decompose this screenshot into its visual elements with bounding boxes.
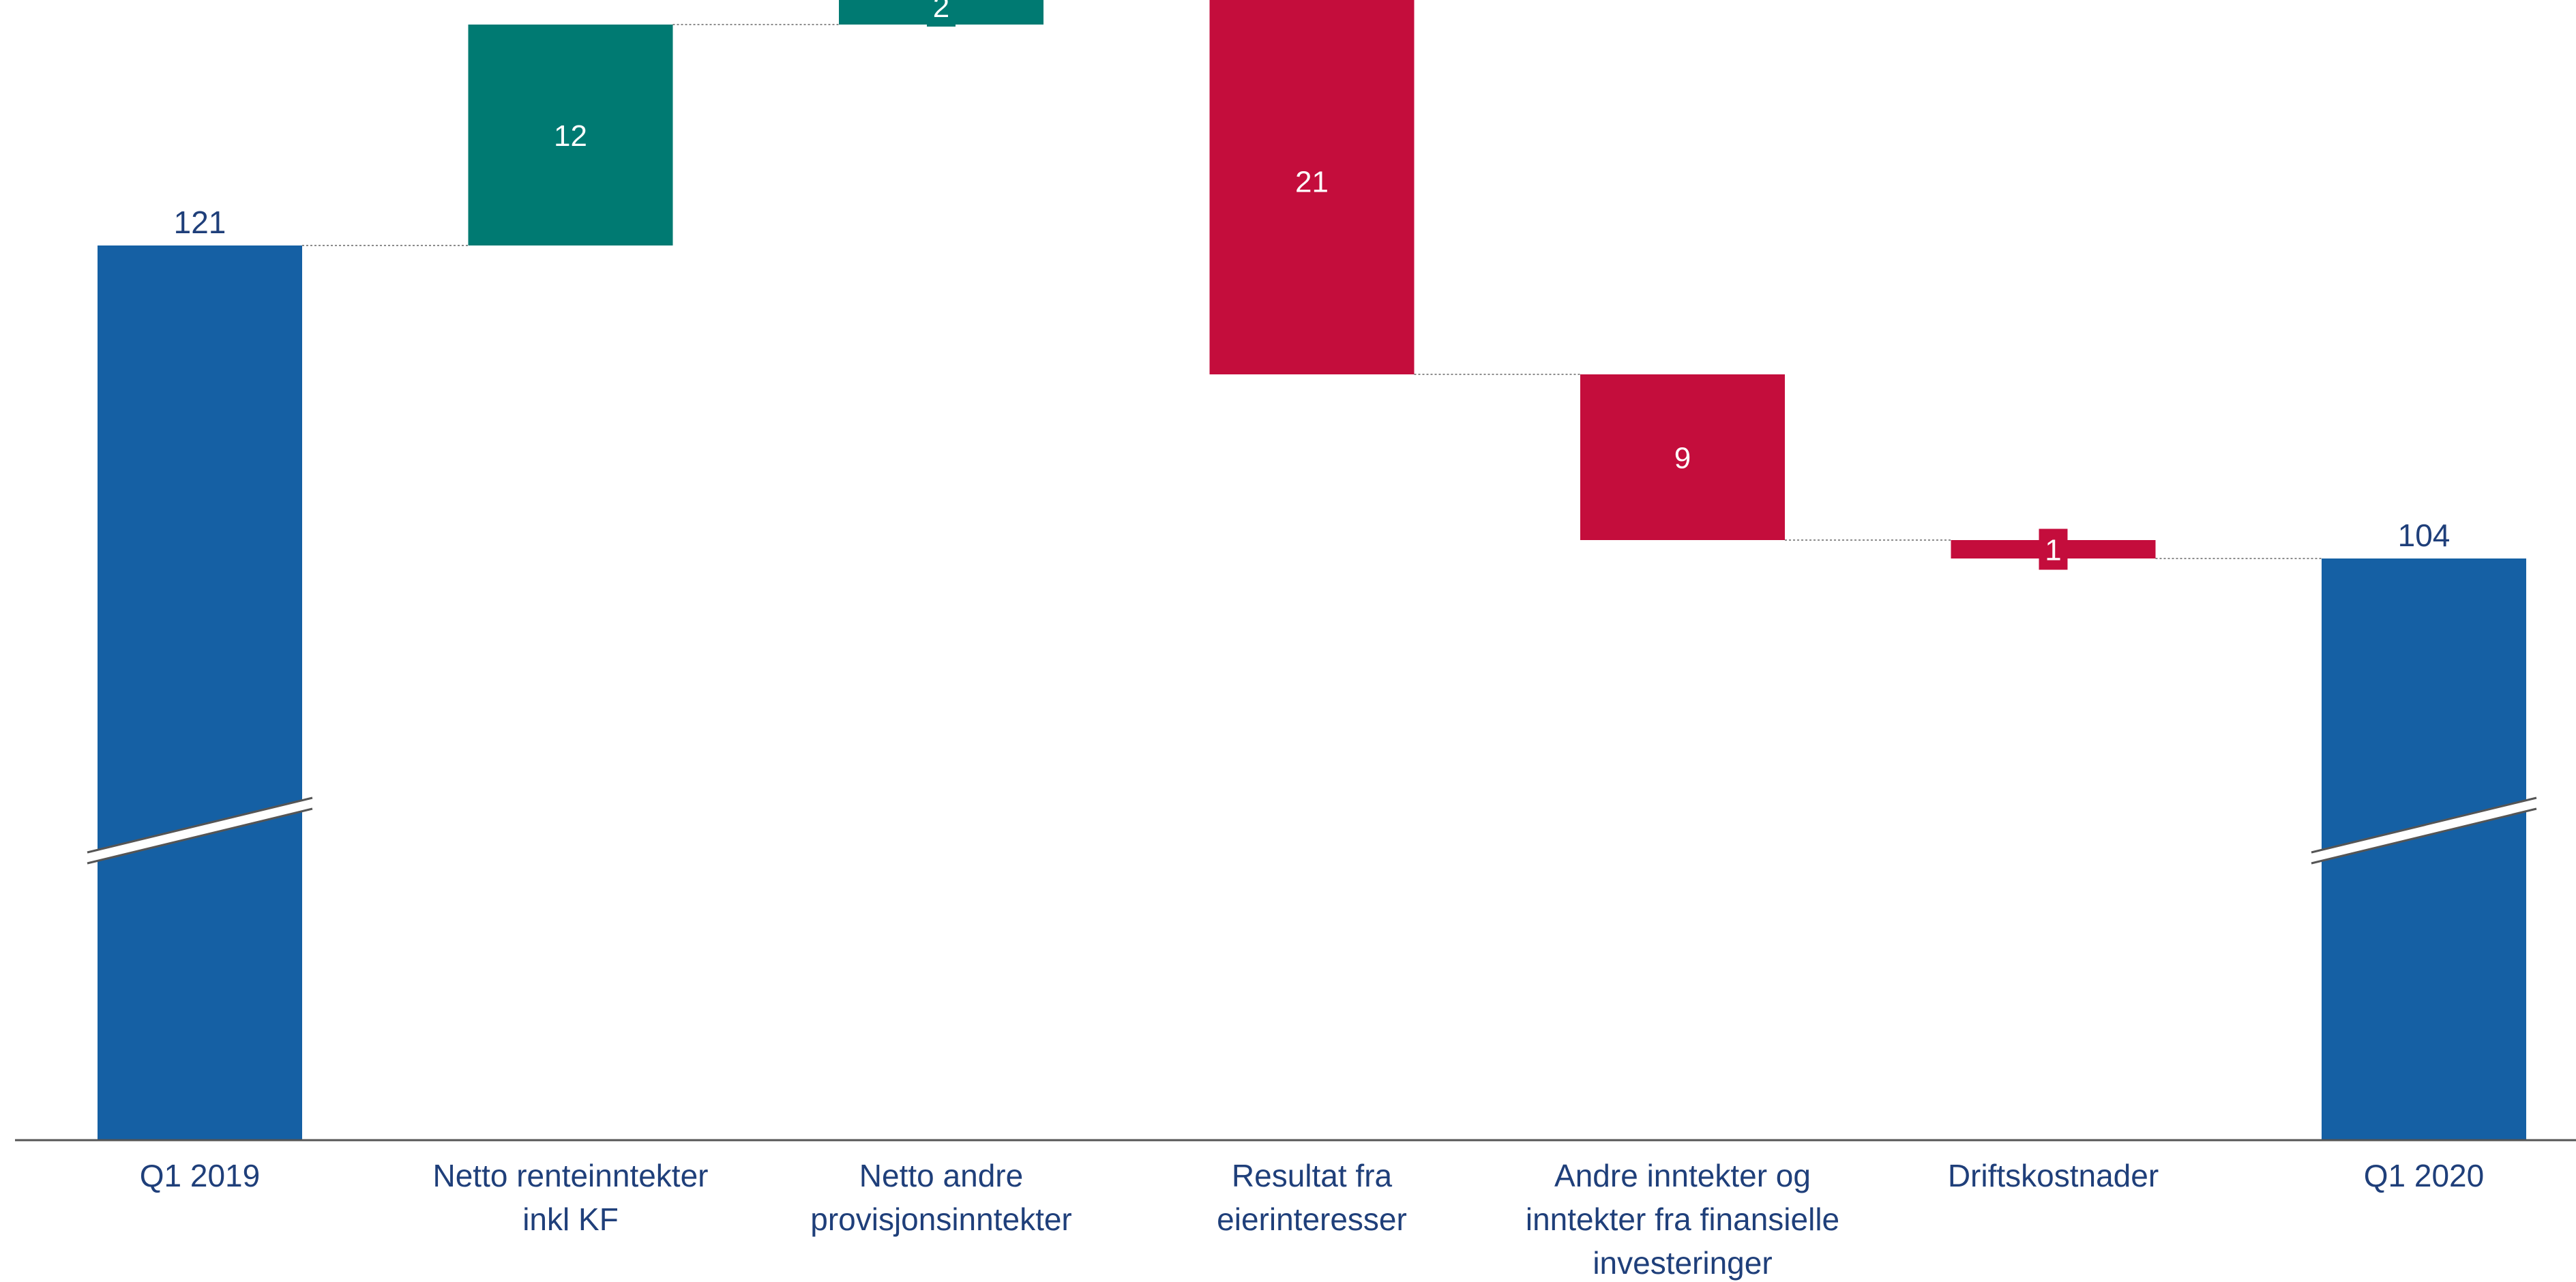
axis-break-0 <box>87 796 313 865</box>
category-label-line: inntekter fra finansielle <box>1526 1202 1839 1237</box>
data-label-3: 21 <box>1295 166 1329 199</box>
bar-3 <box>1209 0 1415 374</box>
data-labels: 121 12 2 21 9 1 104 <box>174 0 2451 570</box>
connector-lines <box>302 24 2322 559</box>
category-label-line: Resultat fra <box>1232 1158 1393 1193</box>
category-label-4: Andre inntekter og inntekter fra finansie… <box>1526 1158 1839 1281</box>
category-label-2: Netto andre provisjonsinntekter <box>810 1158 1072 1237</box>
category-label-line: Q1 2020 <box>2364 1158 2484 1193</box>
category-label-line: Netto andre <box>859 1158 1023 1193</box>
category-label-line: Netto renteinntekter <box>432 1158 708 1193</box>
data-label-4: 9 <box>1674 442 1691 475</box>
axis-break-line <box>87 796 313 854</box>
bar-1 <box>468 25 673 245</box>
axis-break-line <box>2311 807 2537 865</box>
axis-break-line <box>87 807 313 865</box>
category-label-6: Q1 2020 <box>2364 1158 2484 1193</box>
category-label-line: investeringer <box>1593 1245 1772 1281</box>
category-label-line: Q1 2019 <box>140 1158 260 1193</box>
axis-break-gap <box>87 798 312 863</box>
data-label-5: 1 <box>2045 534 2061 567</box>
axis-break-gap <box>2311 798 2536 863</box>
data-label-6: 104 <box>2398 518 2451 553</box>
category-label-3: Resultat fra eierinteresser <box>1217 1158 1407 1237</box>
data-label-box-5 <box>2039 528 2068 570</box>
category-label-line: Driftskostnader <box>1948 1158 2159 1193</box>
data-label-0: 121 <box>174 205 226 240</box>
category-label-line: provisjonsinntekter <box>810 1202 1072 1237</box>
data-label-1: 12 <box>554 119 587 153</box>
category-label-0: Q1 2019 <box>140 1158 260 1193</box>
category-label-5: Driftskostnader <box>1948 1158 2159 1193</box>
category-label-line: Andre inntekter og <box>1554 1158 1811 1193</box>
bars <box>98 0 2526 1140</box>
axis-break-marks <box>87 796 2537 865</box>
axis-break-line <box>2311 796 2537 854</box>
category-label-1: Netto renteinntekter inkl KF <box>432 1158 708 1237</box>
category-label-line: inkl KF <box>522 1202 619 1237</box>
category-labels: Q1 2019 Netto renteinntekter inkl KFNetto … <box>140 1158 2484 1281</box>
bar-0 <box>98 245 302 1140</box>
axis-break-6 <box>2311 796 2537 865</box>
bar-4 <box>1580 374 1785 540</box>
data-label-box-2 <box>927 0 956 27</box>
category-label-line: eierinteresser <box>1217 1202 1407 1237</box>
data-label-2: 2 <box>933 0 949 24</box>
